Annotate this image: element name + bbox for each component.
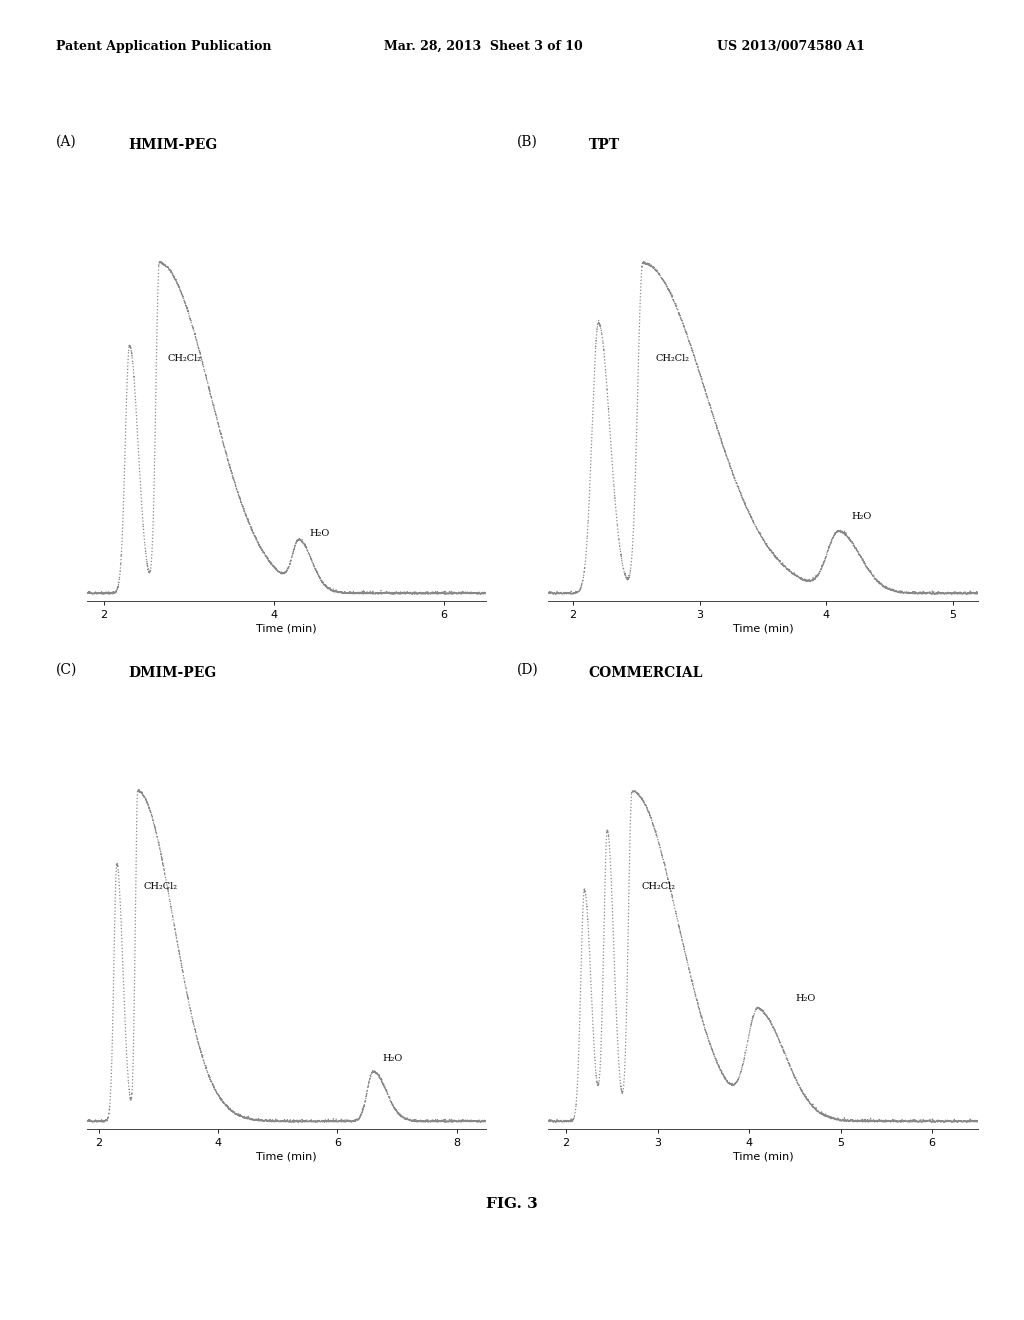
Text: CH₂Cl₂: CH₂Cl₂ [143, 882, 178, 891]
Text: Patent Application Publication: Patent Application Publication [56, 40, 271, 53]
X-axis label: Time (min): Time (min) [732, 624, 794, 634]
Text: H₂O: H₂O [382, 1053, 402, 1063]
Text: TPT: TPT [589, 137, 620, 152]
Text: H₂O: H₂O [851, 512, 871, 521]
Text: H₂O: H₂O [309, 529, 330, 537]
Text: H₂O: H₂O [795, 994, 815, 1003]
Text: (D): (D) [517, 663, 539, 677]
Text: COMMERCIAL: COMMERCIAL [589, 665, 703, 680]
Text: CH₂Cl₂: CH₂Cl₂ [168, 354, 202, 363]
Text: (B): (B) [517, 135, 538, 149]
Text: US 2013/0074580 A1: US 2013/0074580 A1 [717, 40, 864, 53]
Text: CH₂Cl₂: CH₂Cl₂ [655, 354, 689, 363]
Text: HMIM-PEG: HMIM-PEG [128, 137, 217, 152]
X-axis label: Time (min): Time (min) [256, 1152, 317, 1162]
Text: Mar. 28, 2013  Sheet 3 of 10: Mar. 28, 2013 Sheet 3 of 10 [384, 40, 583, 53]
Text: FIG. 3: FIG. 3 [486, 1197, 538, 1210]
X-axis label: Time (min): Time (min) [256, 624, 317, 634]
Text: (A): (A) [56, 135, 77, 149]
Text: (C): (C) [56, 663, 78, 677]
Text: CH₂Cl₂: CH₂Cl₂ [641, 882, 675, 891]
Text: DMIM-PEG: DMIM-PEG [128, 665, 216, 680]
X-axis label: Time (min): Time (min) [732, 1152, 794, 1162]
